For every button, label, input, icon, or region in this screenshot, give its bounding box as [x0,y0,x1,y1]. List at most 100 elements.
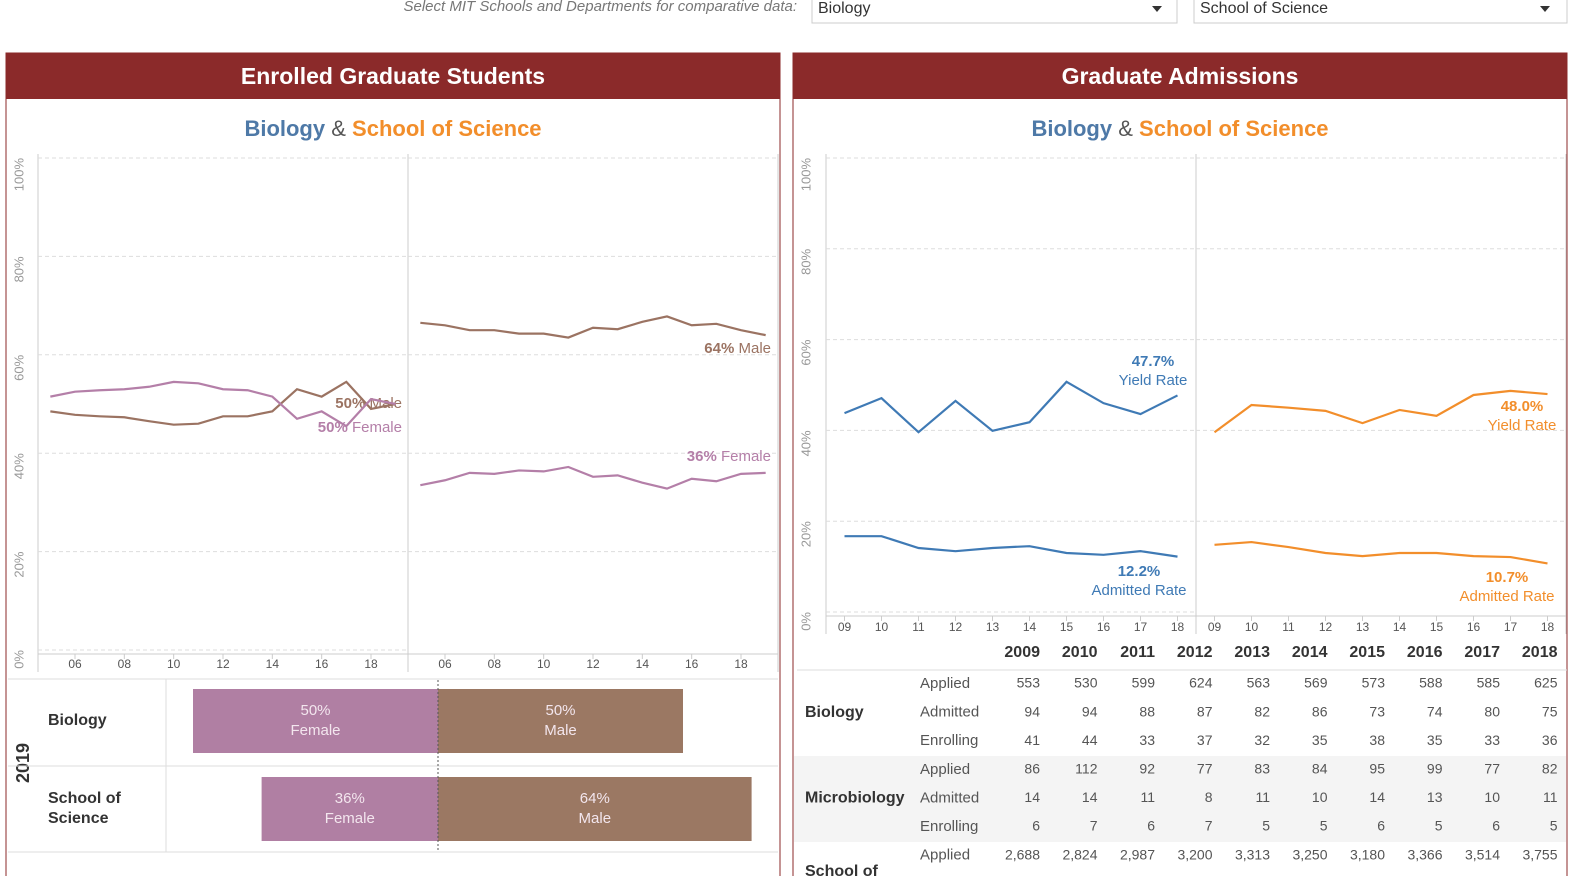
x-tick-label: 18 [734,657,748,671]
cell: 94 [1024,703,1040,719]
group-label: Microbiology [805,790,905,807]
end-label-value: 47.7% [1132,353,1175,370]
end-label-name: Male [369,395,402,412]
end-label-value: 48.0% [1501,398,1544,415]
x-tick-label: 16 [685,657,699,671]
x-tick-label: 08 [488,657,502,671]
y-tick-label: 100% [11,158,26,192]
x-tick-label: 10 [167,657,181,671]
y-tick-label: 80% [798,248,813,274]
x-tick-label: 14 [266,657,280,671]
dropdown[interactable] [1193,0,1568,24]
cell: 14 [1369,789,1385,805]
x-tick-label: 18 [1171,620,1185,634]
subtitle-first: Biology [1031,116,1112,141]
bar [193,689,438,753]
cell: 33 [1484,732,1500,748]
bar-series-label: Male [544,722,577,739]
dropdown-arrow[interactable] [1540,6,1550,12]
cell: 553 [1017,675,1041,691]
cell: 44 [1082,732,1098,748]
x-tick-label: 18 [1541,620,1555,634]
dropdown[interactable] [811,0,1178,24]
cell: 3,514 [1465,846,1500,862]
cell: 95 [1369,761,1385,777]
x-tick-label: 12 [1319,620,1333,634]
cell: 41 [1024,732,1040,748]
series-line [844,380,1178,434]
cell: 82 [1542,761,1558,777]
y-tick-label: 60% [798,339,813,365]
category-line: School of [48,790,122,807]
x-tick-label: 06 [68,657,82,671]
cell: 588 [1419,675,1443,691]
x-tick-label: 11 [1282,620,1295,634]
selector-prompt: Select MIT Schools and Departments for c… [403,0,797,15]
x-tick-label: 16 [315,657,329,671]
x-tick-label: 16 [1097,620,1111,634]
column-header: 2015 [1349,644,1385,661]
end-label-name: Male [738,340,771,357]
x-tick-label: 10 [875,620,889,634]
end-label-value: 64% [704,340,734,357]
cell: 569 [1304,675,1328,691]
y-tick-label: 20% [11,551,26,577]
x-tick-label: 12 [586,657,600,671]
end-label-value: 10.7% [1486,569,1529,586]
category-line: Science [48,810,109,827]
cell: 112 [1075,761,1098,777]
y-tick-label: 100% [798,158,813,192]
series-line [420,315,766,339]
cell: 13 [1427,789,1443,805]
bar-series-label: Female [325,810,375,827]
cell: 573 [1362,675,1386,691]
cell: 75 [1542,703,1558,719]
cell: 84 [1312,761,1328,777]
cell: 3,250 [1292,846,1327,862]
cell: 36 [1542,732,1558,748]
cell: 11 [1543,789,1558,805]
column-header: 2009 [1004,644,1040,661]
cell: 3,313 [1235,846,1270,862]
cell: 14 [1024,789,1040,805]
column-header: 2018 [1522,644,1558,661]
x-tick-label: 17 [1504,620,1518,634]
cell: 73 [1369,703,1385,719]
column-header: 2017 [1464,644,1500,661]
subtitle-second: School of Science [352,116,542,141]
cell: 624 [1189,675,1213,691]
panel [792,52,1568,876]
x-tick-label: 11 [912,620,925,634]
x-tick-label: 06 [438,657,452,671]
dropdown-value[interactable]: Biology [818,0,870,17]
dropdown-arrow[interactable] [1152,6,1162,12]
cell: 74 [1427,703,1443,719]
row-label: Admitted [920,704,979,721]
bar-series-label: Female [290,722,340,739]
x-tick-label: 10 [1245,620,1259,634]
cell: 7 [1205,818,1213,834]
cell: 38 [1369,732,1385,748]
subtitle-second: School of Science [1139,116,1329,141]
cell: 86 [1312,703,1328,719]
x-tick-label: 14 [636,657,650,671]
row-label: Enrolling [920,818,978,835]
column-header: 2016 [1407,644,1443,661]
bar-series-label: Male [579,810,612,827]
bar-value-label: 50% [545,702,575,719]
cell: 88 [1139,703,1155,719]
end-label-value: 50% [318,419,348,436]
x-tick-label: 10 [537,657,551,671]
dropdown-value[interactable]: School of Science [1200,0,1328,17]
cell: 8 [1205,789,1213,805]
cell: 83 [1254,761,1270,777]
y-tick-label: 0% [798,612,813,631]
cell: 87 [1197,703,1213,719]
cell: 625 [1534,675,1558,691]
cell: 92 [1139,761,1155,777]
series-line [50,380,396,428]
bar [438,777,752,841]
x-tick-label: 15 [1060,620,1074,634]
